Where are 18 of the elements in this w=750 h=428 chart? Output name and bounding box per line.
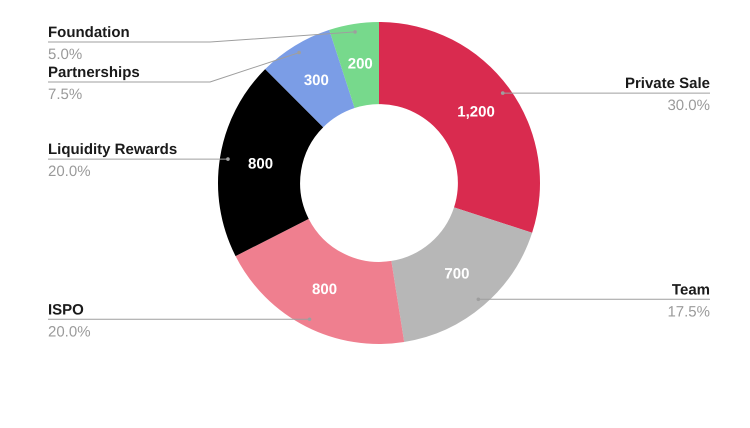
slice-label: Liquidity Rewards [48,141,178,158]
data-label: 800 [312,281,338,298]
slice-label: Partnerships [48,64,140,81]
text: 5.0% [48,46,82,63]
slice-label: Private Sale [624,75,710,92]
slice-label: Team [672,281,710,298]
slice-label: Foundation [48,24,130,41]
text: 20.0% [48,323,91,340]
text: 7.5% [48,86,82,103]
data-label: 1,200 [457,104,495,121]
data-label: 800 [248,155,274,172]
slice-label: ISPO [48,301,84,318]
text: 20.0% [48,163,91,180]
data-label: 300 [304,72,329,89]
text: 17.5% [667,303,710,320]
text: 30.0% [667,97,710,114]
data-label: 200 [348,56,373,73]
data-label: 700 [444,265,470,282]
